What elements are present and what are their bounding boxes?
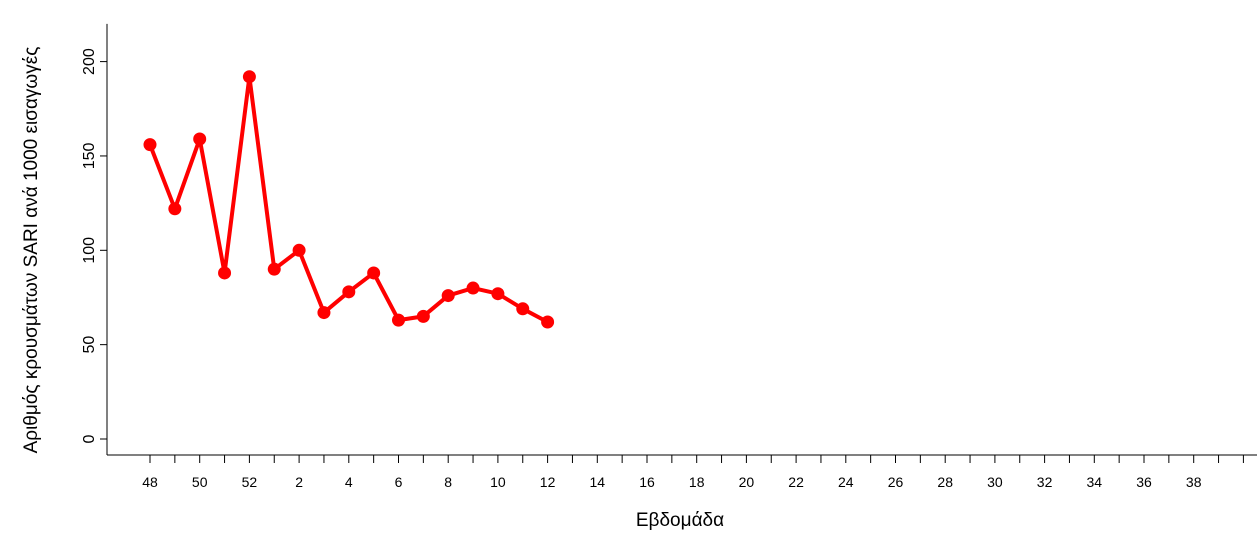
x-tick-label: 52 [242, 474, 258, 490]
x-tick-label: 2 [295, 474, 303, 490]
data-point [317, 306, 331, 320]
x-tick-label: 22 [788, 474, 804, 490]
x-tick-label: 12 [540, 474, 556, 490]
y-axis-title: Αριθμός κρουσμάτων SARI ανά 1000 εισαγωγ… [21, 47, 42, 454]
data-point [193, 132, 207, 146]
x-tick-label: 28 [937, 474, 953, 490]
x-tick-label: 36 [1136, 474, 1152, 490]
data-point [491, 287, 505, 301]
x-tick-label: 50 [192, 474, 208, 490]
x-tick-label: 10 [490, 474, 506, 490]
data-point [367, 266, 381, 280]
y-tick-label: 0 [81, 434, 98, 443]
x-tick-label: 18 [689, 474, 705, 490]
data-point [466, 281, 480, 295]
x-tick-label: 8 [444, 474, 452, 490]
x-tick-label: 48 [142, 474, 158, 490]
x-tick-label: 30 [987, 474, 1003, 490]
y-tick-label: 50 [81, 336, 98, 354]
data-point [218, 266, 232, 280]
x-tick-label: 4 [345, 474, 353, 490]
data-point [342, 285, 356, 299]
data-point [143, 138, 157, 152]
x-tick-label: 26 [888, 474, 904, 490]
series-line [148, 74, 549, 324]
series-layer [143, 70, 555, 329]
x-tick-label: 14 [590, 474, 606, 490]
data-point [416, 309, 430, 323]
data-point [392, 313, 405, 327]
data-point [242, 70, 256, 84]
x-tick-label: 32 [1037, 474, 1053, 490]
y-tick-label: 200 [81, 48, 98, 75]
x-tick-label: 16 [639, 474, 655, 490]
y-tick-label: 100 [81, 237, 98, 264]
x-tick-label: 34 [1087, 474, 1103, 490]
data-point [516, 302, 530, 316]
x-axis: 48 50 52 2 4 6 8 10 12 14 16 18 20 22 24 26 28 30 32 34 36 38 [107, 454, 1257, 490]
data-point [441, 289, 455, 303]
x-tick-label: 38 [1186, 474, 1202, 490]
x-axis-title: Εβδομάδα [636, 510, 724, 531]
data-point [267, 262, 281, 276]
y-tick-label: 150 [81, 143, 98, 170]
x-tick-label: 6 [395, 474, 403, 490]
data-point [541, 315, 555, 329]
y-axis: 0 50 100 150 200 [81, 23, 108, 455]
data-point [168, 202, 182, 216]
data-point [292, 243, 306, 257]
x-tick-label: 20 [739, 474, 755, 490]
x-tick-label: 24 [838, 474, 854, 490]
